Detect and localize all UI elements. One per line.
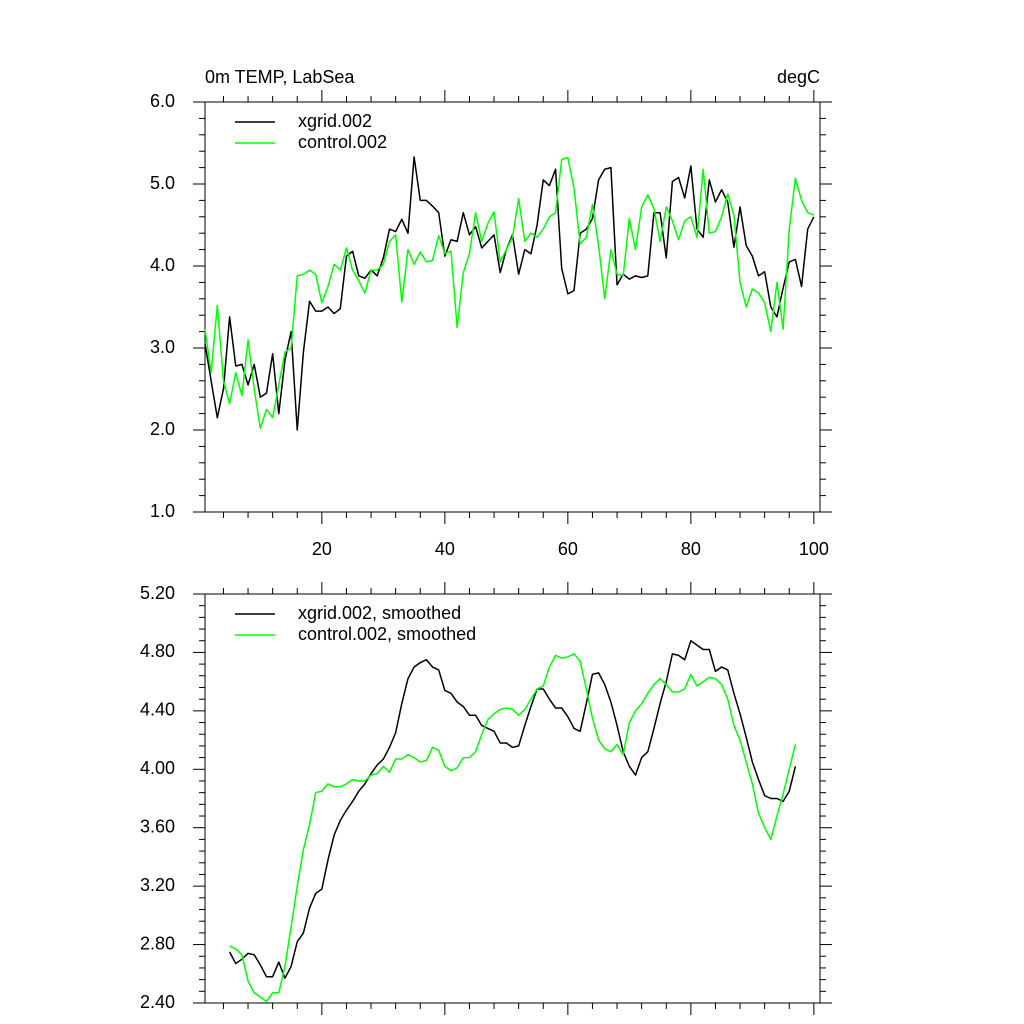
y-tick-label: 5.0: [150, 173, 175, 193]
y-tick-label: 4.80: [140, 641, 175, 661]
y-tick-label: 3.20: [140, 875, 175, 895]
legend-label: xgrid.002, smoothed: [298, 603, 461, 623]
y-tick-label: 2.80: [140, 933, 175, 953]
y-tick-label: 3.60: [140, 816, 175, 836]
data-line: [204, 157, 815, 430]
chart-title: 0m TEMP, LabSea: [205, 67, 355, 87]
legend-label: control.002, smoothed: [298, 624, 476, 644]
x-tick-label: 60: [558, 539, 578, 559]
y-tick-label: 4.0: [150, 255, 175, 275]
y-tick-label: 4.00: [140, 758, 175, 778]
legend-label: control.002: [298, 132, 387, 152]
x-tick-label: 40: [435, 539, 455, 559]
y-tick-label: 5.20: [140, 583, 175, 603]
units-label: degC: [777, 67, 820, 87]
y-tick-label: 2.0: [150, 419, 175, 439]
data-line: [229, 653, 797, 1003]
y-tick-label: 3.0: [150, 337, 175, 357]
x-tick-label: 100: [799, 539, 829, 559]
y-tick-label: 2.40: [140, 992, 175, 1012]
plot-frame: [204, 101, 821, 513]
y-tick-label: 1.0: [150, 501, 175, 521]
data-line: [228, 639, 797, 979]
plot-frame: [204, 593, 821, 1004]
x-tick-label: 80: [681, 539, 701, 559]
y-tick-label: 6.0: [150, 91, 175, 111]
y-tick-label: 4.40: [140, 700, 175, 720]
legend-label: xgrid.002: [298, 111, 372, 131]
x-tick-label: 20: [312, 539, 332, 559]
